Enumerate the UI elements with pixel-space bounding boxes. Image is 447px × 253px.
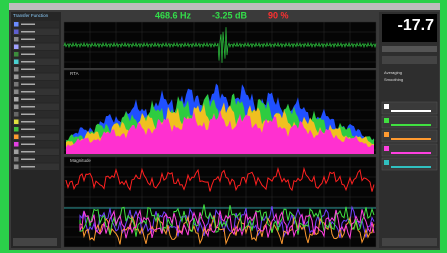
title-bar [9, 3, 440, 10]
trace-row [13, 141, 59, 148]
trace-row [13, 134, 59, 141]
trace-row [13, 126, 59, 133]
trace-bar [391, 110, 431, 112]
trace-swatch [14, 135, 19, 140]
trace-row [13, 59, 59, 66]
panel-title: Transfer Function [13, 13, 49, 18]
trace-row [13, 89, 59, 96]
trace-swatch [14, 142, 19, 147]
trace-swatch [14, 97, 19, 102]
trace-name [21, 136, 35, 138]
trace-row [13, 164, 59, 171]
trace-swatch [14, 52, 19, 57]
trace-swatch [14, 150, 19, 155]
trace-bar [391, 124, 431, 126]
trace-name [21, 166, 35, 168]
trace-row [382, 130, 437, 142]
trace-swatch [14, 45, 19, 50]
rta-label: RTA [70, 71, 79, 76]
trace-row [13, 51, 59, 58]
trace-swatch [384, 118, 389, 123]
trace-swatch [384, 146, 389, 151]
trace-name [21, 24, 35, 26]
button-row[interactable] [382, 56, 437, 64]
coherence-readout: 90 % [268, 10, 289, 20]
trace-swatch [14, 112, 19, 117]
trace-swatch [14, 60, 19, 65]
trace-bar [391, 152, 431, 154]
frequency-readout: 468.6 Hz [155, 10, 192, 20]
trace-name [21, 39, 35, 41]
trace-swatch [14, 37, 19, 42]
trace-row [13, 44, 59, 51]
trace-row [382, 158, 437, 170]
trace-name [21, 76, 35, 78]
trace-name [21, 31, 35, 33]
level-readout: -3.25 dB [212, 10, 248, 20]
trace-name [21, 46, 35, 48]
screen: Transfer Function 468.6 Hz -3.25 dB 90 %… [0, 0, 447, 253]
trace-row [13, 104, 59, 111]
trace-name [21, 106, 35, 108]
trace-row [13, 156, 59, 163]
trace-name [21, 99, 35, 101]
trace-swatch [384, 104, 389, 109]
trace-name [21, 91, 35, 93]
setting-label: Averaging [384, 70, 402, 75]
trace-row [13, 36, 59, 43]
trace-row [13, 96, 59, 103]
trace-name [21, 54, 35, 56]
trace-swatch [14, 75, 19, 80]
trace-swatch [14, 67, 19, 72]
trace-swatch [14, 157, 19, 162]
trace-name [21, 114, 35, 116]
trace-swatch [14, 90, 19, 95]
trace-name [21, 61, 35, 63]
meter-value: -17.7 [398, 17, 435, 34]
trace-name [21, 151, 35, 153]
trace-row [382, 102, 437, 114]
trace-row [382, 144, 437, 156]
trace-swatch [14, 82, 19, 87]
trace-swatch [14, 120, 19, 125]
trace-name [21, 159, 35, 161]
trace-name [21, 144, 35, 146]
trace-name [21, 69, 35, 71]
trace-row [13, 74, 59, 81]
trace-row [13, 66, 59, 73]
trace-name [21, 129, 35, 131]
trace-swatch [384, 160, 389, 165]
bottom-buttons[interactable] [382, 238, 437, 246]
button-row[interactable] [382, 46, 437, 52]
trace-name [21, 121, 35, 123]
setting-label: Smoothing [384, 77, 403, 82]
trace-row [13, 81, 59, 88]
trace-row [13, 21, 59, 28]
transfer-label: Magnitude [70, 158, 92, 163]
trace-swatch [14, 165, 19, 170]
trace-swatch [14, 127, 19, 132]
trace-row [13, 149, 59, 156]
bottom-buttons[interactable] [13, 238, 57, 246]
trace-bar [391, 166, 431, 168]
trace-swatch [14, 105, 19, 110]
trace-swatch [384, 132, 389, 137]
trace-swatch [14, 22, 19, 27]
trace-row [13, 29, 59, 36]
trace-row [382, 116, 437, 128]
trace-row [13, 111, 59, 118]
trace-swatch [14, 30, 19, 35]
trace-bar [391, 138, 431, 140]
trace-name [21, 84, 35, 86]
trace-row [13, 119, 59, 126]
